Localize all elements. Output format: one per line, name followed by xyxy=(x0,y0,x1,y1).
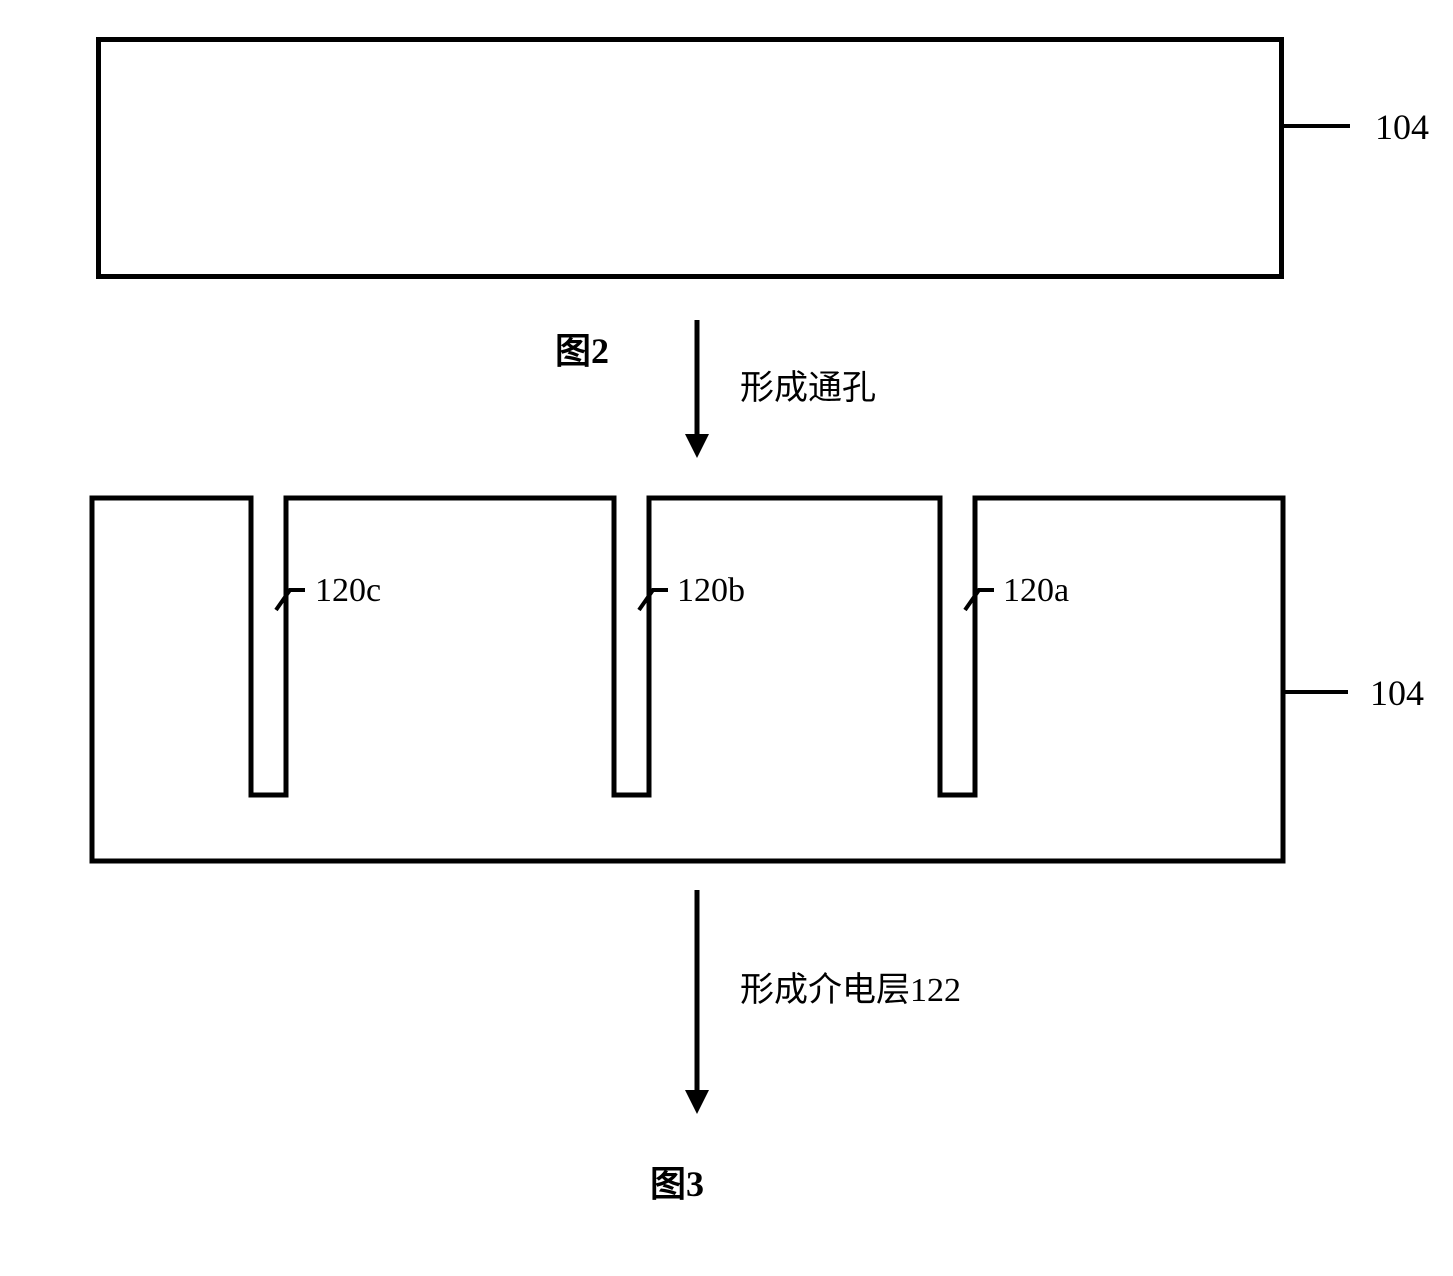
fig2-side-label: 104 xyxy=(1375,106,1429,148)
via-label-120c: 120c xyxy=(315,572,381,610)
via-label-120a: 120a xyxy=(1003,572,1069,610)
diagram-canvas: 104 图2 形成通孔 120c 120b 120a 104 形成介电层122 … xyxy=(20,20,1453,1256)
arrow2-label: 形成介电层122 xyxy=(740,962,961,1011)
fig2-caption: 图2 xyxy=(555,322,609,374)
fig2-substrate xyxy=(96,37,1284,279)
fig3-side-label: 104 xyxy=(1370,672,1424,714)
arrow1-label: 形成通孔 xyxy=(740,360,876,409)
via-label-120b: 120b xyxy=(677,572,745,610)
fig3-caption: 图3 xyxy=(650,1155,704,1207)
